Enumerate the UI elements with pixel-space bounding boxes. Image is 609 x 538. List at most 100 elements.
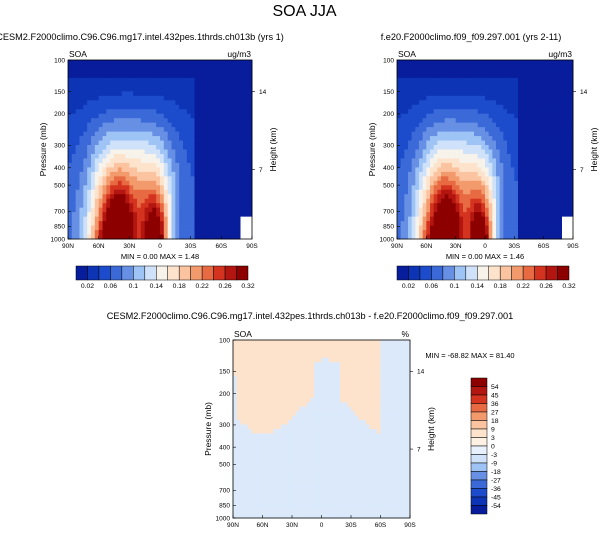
heatmap-cell bbox=[129, 207, 134, 213]
heatmap-cell bbox=[400, 185, 405, 191]
heatmap-cell bbox=[426, 207, 431, 213]
heatmap-cell bbox=[240, 464, 245, 470]
heatmap-cell bbox=[114, 95, 119, 101]
heatmap-cell bbox=[110, 176, 115, 182]
heatmap-cell bbox=[284, 384, 289, 390]
heatmap-cell bbox=[255, 500, 260, 506]
heatmap-cell bbox=[452, 153, 457, 159]
heatmap-cell bbox=[175, 198, 180, 204]
heatmap-cell bbox=[244, 60, 249, 65]
heatmap-cell bbox=[569, 167, 574, 173]
heatmap-cell bbox=[558, 77, 563, 83]
heatmap-cell bbox=[284, 486, 289, 492]
heatmap-cell bbox=[310, 477, 315, 483]
heatmap-cell bbox=[295, 446, 300, 452]
heatmap-cell bbox=[110, 113, 115, 119]
heatmap-cell bbox=[83, 194, 88, 200]
heatmap-cell bbox=[87, 145, 92, 150]
heatmap-cell bbox=[426, 230, 431, 235]
heatmap-cell bbox=[121, 122, 126, 128]
heatmap-cell bbox=[317, 464, 322, 470]
heatmap-cell bbox=[521, 212, 526, 218]
heatmap-cell bbox=[179, 234, 184, 240]
heatmap-cell bbox=[441, 73, 446, 79]
heatmap-cell bbox=[543, 109, 548, 115]
heatmap-cell bbox=[485, 180, 490, 186]
heatmap-cell bbox=[503, 171, 508, 177]
heatmap-cell bbox=[106, 203, 111, 209]
heatmap-cell bbox=[321, 473, 326, 479]
heatmap-cell bbox=[518, 162, 523, 168]
heatmap-cell bbox=[198, 113, 203, 119]
heatmap-cell bbox=[408, 212, 413, 218]
heatmap-cell bbox=[156, 60, 161, 65]
heatmap-cell bbox=[463, 95, 468, 101]
heatmap-cell bbox=[94, 122, 100, 128]
heatmap-cell bbox=[437, 149, 442, 155]
heatmap-cell bbox=[125, 68, 130, 74]
heatmap-cell bbox=[248, 136, 253, 141]
heatmap-cell bbox=[106, 153, 111, 159]
heatmap-cell bbox=[133, 113, 138, 119]
heatmap-cell bbox=[217, 221, 222, 226]
heatmap-cell bbox=[277, 500, 282, 506]
heatmap-cell bbox=[441, 109, 446, 115]
heatmap-cell bbox=[463, 203, 468, 209]
heatmap-cell bbox=[565, 216, 570, 222]
heatmap-cell bbox=[404, 127, 409, 132]
heatmap-cell bbox=[232, 225, 238, 231]
heatmap-cell bbox=[492, 64, 497, 70]
heatmap-cell bbox=[129, 109, 134, 115]
heatmap-cell bbox=[79, 158, 84, 164]
heatmap-cell bbox=[514, 131, 519, 137]
heatmap-cell bbox=[328, 340, 333, 345]
heatmap-cell bbox=[91, 122, 96, 128]
heatmap-cell bbox=[492, 198, 497, 204]
heatmap-cell bbox=[251, 464, 256, 470]
heatmap-cell bbox=[536, 100, 541, 106]
heatmap-cell bbox=[137, 145, 142, 150]
heatmap-cell bbox=[448, 198, 453, 204]
heatmap-cell bbox=[167, 73, 172, 79]
heatmap-cell bbox=[202, 167, 207, 173]
heatmap-cell bbox=[547, 167, 552, 173]
heatmap-cell bbox=[236, 380, 241, 385]
heatmap-cell bbox=[481, 171, 486, 177]
heatmap-cell bbox=[288, 411, 293, 417]
heatmap-cell bbox=[485, 185, 490, 191]
heatmap-cell bbox=[419, 91, 424, 97]
heatmap-cell bbox=[299, 500, 304, 506]
heatmap-cell bbox=[98, 77, 103, 83]
heatmap-cell bbox=[466, 185, 471, 191]
heatmap-cell bbox=[310, 411, 315, 417]
heatmap-cell bbox=[156, 176, 161, 182]
heatmap-cell bbox=[474, 127, 479, 132]
heatmap-cell bbox=[247, 420, 252, 425]
x-tick-label: 90N bbox=[391, 243, 403, 250]
heatmap-cell bbox=[306, 344, 311, 350]
heatmap-cell bbox=[125, 198, 130, 204]
heatmap-cell bbox=[133, 60, 138, 65]
heatmap-cell bbox=[525, 203, 530, 209]
heatmap-cell bbox=[400, 207, 405, 213]
heatmap-cell bbox=[529, 171, 534, 177]
heatmap-cell bbox=[258, 393, 263, 399]
heatmap-cell bbox=[148, 167, 153, 173]
heatmap-cell bbox=[87, 230, 92, 235]
heatmap-cell bbox=[83, 100, 88, 106]
heatmap-cell bbox=[481, 167, 486, 173]
heatmap-cell bbox=[518, 207, 523, 213]
heatmap-cell bbox=[448, 230, 453, 235]
heatmap-cell bbox=[540, 171, 545, 177]
heatmap-cell bbox=[255, 460, 260, 465]
y-tick-label: 500 bbox=[54, 182, 65, 189]
heatmap-cell bbox=[299, 513, 304, 519]
heatmap-cell bbox=[114, 64, 119, 70]
heatmap-cell bbox=[179, 212, 184, 218]
heatmap-cell bbox=[273, 469, 278, 474]
heatmap-cell bbox=[551, 162, 556, 168]
heatmap-cell bbox=[411, 64, 416, 70]
heatmap-cell bbox=[411, 82, 416, 88]
heatmap-cell bbox=[240, 402, 245, 408]
heatmap-cell bbox=[163, 149, 169, 155]
